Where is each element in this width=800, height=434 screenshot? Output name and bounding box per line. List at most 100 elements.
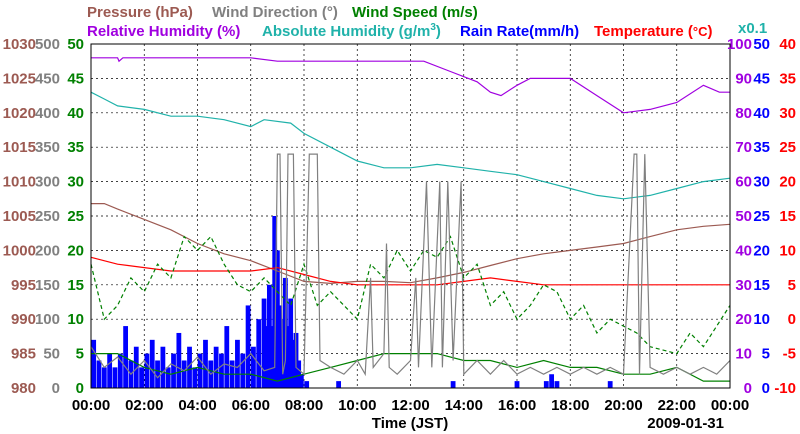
grid xyxy=(91,44,730,388)
y-tick-temperature: 25 xyxy=(779,139,796,156)
legend-pressure: Pressure (hPa) xyxy=(87,4,193,21)
x-axis: 00:00 02:00 04:00 06:00 08:00 10:00 12:00 14:00… xyxy=(72,397,749,414)
rain-rate-bar xyxy=(304,381,310,388)
legend-wind-speed: Wind Speed (m/s) xyxy=(352,4,478,21)
rain-rate-bar xyxy=(160,346,166,388)
y-tick-pressure: 995 xyxy=(11,277,36,294)
y-tick-wind-speed: 40 xyxy=(67,105,84,122)
y-tick-wind-direction: 350 xyxy=(35,139,60,156)
y-tick-rain-rate: 20 xyxy=(753,242,770,259)
legend-wind-direction: Wind Direction (°) xyxy=(212,4,338,21)
rain-rate-bar xyxy=(219,353,224,388)
rain-rate-bar xyxy=(285,326,291,388)
legend-row-2: Relative Humidity (%) Absolute Humidity … xyxy=(87,20,767,40)
rain-rate-bar xyxy=(274,250,280,388)
x-tick-label: 06:00 xyxy=(232,397,270,414)
rain-rate-bar xyxy=(144,353,150,388)
rain-rate-bar xyxy=(187,346,192,388)
series-wind-speed-m-s-gust xyxy=(90,235,731,355)
rain-rate-bar xyxy=(269,326,275,388)
y-tick-wind-direction: 100 xyxy=(35,311,60,328)
rain-rate-bar xyxy=(277,305,283,388)
legend-scale-note: x0.1 xyxy=(738,20,767,37)
y-tick-wind-direction: 500 xyxy=(35,36,60,53)
y-tick-pressure: 1020 xyxy=(3,105,36,122)
legend-temperature: Temperature (°C) xyxy=(594,23,713,40)
y-tick-pressure: 1025 xyxy=(3,70,36,87)
rain-rate-bar xyxy=(117,353,123,388)
y-tick-pressure: 985 xyxy=(11,346,36,363)
rain-rate-bar xyxy=(224,326,230,388)
rain-rate-bar xyxy=(192,367,198,388)
rain-rate-bar xyxy=(272,216,278,388)
y-tick-temperature: -5 xyxy=(783,346,796,363)
rain-rate-bar xyxy=(91,339,97,388)
rain-rate-bar xyxy=(450,381,456,388)
y-tick-humidity: 0 xyxy=(744,380,752,397)
y-tick-temperature: 5 xyxy=(788,277,796,294)
y-tick-humidity: 60 xyxy=(735,174,752,191)
rain-rate-bar xyxy=(155,360,160,388)
y-tick-wind-direction: 250 xyxy=(35,208,60,225)
y-tick-rain-rate: 35 xyxy=(753,139,770,156)
rain-rate-bar xyxy=(101,367,107,388)
x-tick-label: 14:00 xyxy=(445,397,483,414)
x-tick-label: 16:00 xyxy=(498,397,536,414)
y-tick-pressure: 1000 xyxy=(3,242,36,259)
rain-rate-bar xyxy=(165,367,171,388)
y-tick-wind-direction: 150 xyxy=(35,277,60,294)
y-axes: 9809859909951000100510101015102010251030… xyxy=(3,36,796,397)
rain-rate-bar xyxy=(261,298,267,388)
y-tick-pressure: 1010 xyxy=(3,174,36,191)
y-tick-temperature: 30 xyxy=(779,105,796,122)
y-tick-humidity: 20 xyxy=(735,311,752,328)
y-tick-wind-speed: 30 xyxy=(67,174,84,191)
y-tick-humidity: 90 xyxy=(735,70,752,87)
y-tick-wind-speed: 10 xyxy=(67,311,84,328)
y-tick-temperature: 40 xyxy=(779,36,796,53)
y-tick-wind-direction: 50 xyxy=(43,346,60,363)
rain-rate-bar xyxy=(290,339,296,388)
rain-rate-bar xyxy=(123,326,129,388)
y-tick-humidity: 80 xyxy=(735,105,752,122)
legend-rain-rate: Rain Rate(mm/h) xyxy=(460,23,579,40)
y-tick-wind-speed: 50 xyxy=(67,36,84,53)
rain-rate-bar xyxy=(554,381,560,388)
y-tick-rain-rate: 30 xyxy=(753,174,770,191)
series-pressure-hpa xyxy=(91,203,731,285)
date-label: 2009-01-31 xyxy=(647,415,724,432)
x-tick-label: 00:00 xyxy=(72,397,110,414)
y-tick-rain-rate: 50 xyxy=(753,36,770,53)
y-tick-humidity: 70 xyxy=(735,139,752,156)
x-tick-label: 10:00 xyxy=(338,397,376,414)
rain-rate-bar xyxy=(112,367,118,388)
y-tick-temperature: 0 xyxy=(788,311,796,328)
rain-rate-bar xyxy=(139,367,144,388)
rain-rate-bar xyxy=(549,374,555,388)
rain-rate-bar xyxy=(298,374,304,388)
series-wind-direction xyxy=(90,153,731,379)
rain-rate-bar xyxy=(296,360,302,388)
y-tick-wind-speed: 0 xyxy=(76,380,84,397)
rain-rate-bar xyxy=(107,353,113,388)
y-tick-pressure: 1015 xyxy=(3,139,36,156)
line-series xyxy=(90,57,731,382)
rain-rate-bar xyxy=(181,360,187,388)
legend-row-1: Pressure (hPa) Wind Direction (°) Wind S… xyxy=(87,4,478,21)
x-tick-label: 08:00 xyxy=(285,397,323,414)
rain-rate-bar xyxy=(203,339,208,388)
y-tick-rain-rate: 15 xyxy=(753,277,770,294)
rain-rate-bar xyxy=(543,381,549,388)
rain-rate-bar xyxy=(288,298,294,388)
series-relative-humidity xyxy=(91,57,730,114)
rain-rate-bar xyxy=(213,346,219,388)
y-tick-pressure: 990 xyxy=(11,311,36,328)
rain-rate-bar xyxy=(256,319,262,388)
y-tick-wind-direction: 300 xyxy=(35,174,60,191)
y-tick-temperature: 10 xyxy=(779,242,796,259)
y-tick-humidity: 40 xyxy=(735,242,752,259)
y-tick-wind-speed: 35 xyxy=(67,139,84,156)
y-tick-rain-rate: 10 xyxy=(753,311,770,328)
rain-rate-bar xyxy=(197,353,203,388)
